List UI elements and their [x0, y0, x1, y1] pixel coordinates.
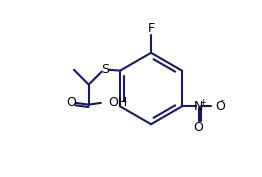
Text: S: S [101, 63, 109, 76]
Text: O: O [215, 100, 225, 113]
Text: +: + [199, 98, 206, 107]
Text: OH: OH [108, 96, 127, 109]
Text: ⁻: ⁻ [219, 98, 225, 108]
Text: F: F [148, 22, 155, 35]
Text: O: O [66, 96, 76, 109]
Text: N: N [194, 100, 203, 113]
Text: O: O [194, 121, 204, 134]
